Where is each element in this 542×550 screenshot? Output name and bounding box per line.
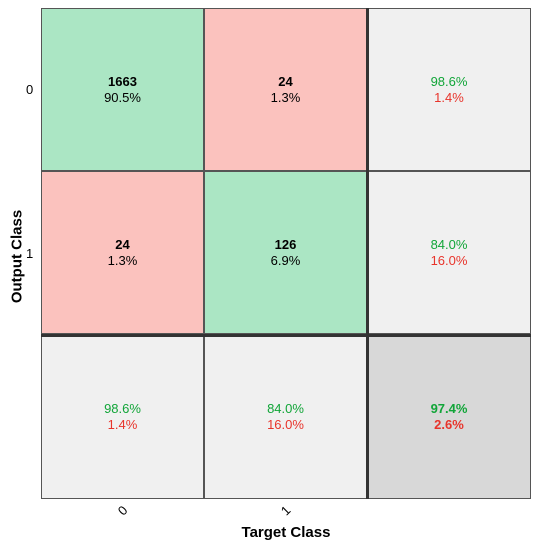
cell-1-1: 126 6.9% [204,171,367,334]
y-axis-title: Output Class [8,209,26,304]
row-summary-1: 84.0% 16.0% [367,171,531,334]
row-summary-correct: 84.0% [430,236,468,252]
x-tick-label-0: 0 [114,502,131,519]
col-summary-incorrect: 1.4% [107,416,138,432]
row-summary-incorrect: 1.4% [434,89,464,105]
y-tick-label-1: 1 [26,246,34,261]
cell-0-0: 1663 90.5% [41,8,204,171]
col-summary-correct: 84.0% [267,400,304,416]
row-summary-correct: 98.6% [430,73,468,89]
summary-divider-horizontal [41,334,531,337]
overall-incorrect: 2.6% [434,416,464,432]
col-summary-incorrect: 16.0% [267,416,304,432]
cell-percent: 1.3% [107,252,138,268]
cell-count: 24 [278,73,293,89]
x-axis-title: Target Class [241,524,331,541]
col-summary-0: 98.6% 1.4% [41,334,204,499]
cell-count: 1663 [108,73,137,89]
row-summary-0: 98.6% 1.4% [367,8,531,171]
overall-correct: 97.4% [430,400,468,416]
col-summary-1: 84.0% 16.0% [204,334,367,499]
x-tick-label-1: 1 [277,502,294,519]
cell-count: 24 [115,236,130,252]
row-summary-incorrect: 16.0% [430,252,468,268]
matrix-grid: 1663 90.5% 24 1.3% 98.6% 1.4% 24 1.3% 12… [41,8,531,499]
cell-1-0: 24 1.3% [41,171,204,334]
col-summary-correct: 98.6% [104,400,141,416]
y-tick-label-0: 0 [26,82,34,97]
cell-0-1: 24 1.3% [204,8,367,171]
overall-summary: 97.4% 2.6% [367,334,531,499]
summary-divider-vertical [366,8,369,499]
cell-percent: 6.9% [270,252,301,268]
cell-count: 126 [274,236,297,252]
cell-percent: 90.5% [104,89,141,105]
cell-percent: 1.3% [270,89,301,105]
